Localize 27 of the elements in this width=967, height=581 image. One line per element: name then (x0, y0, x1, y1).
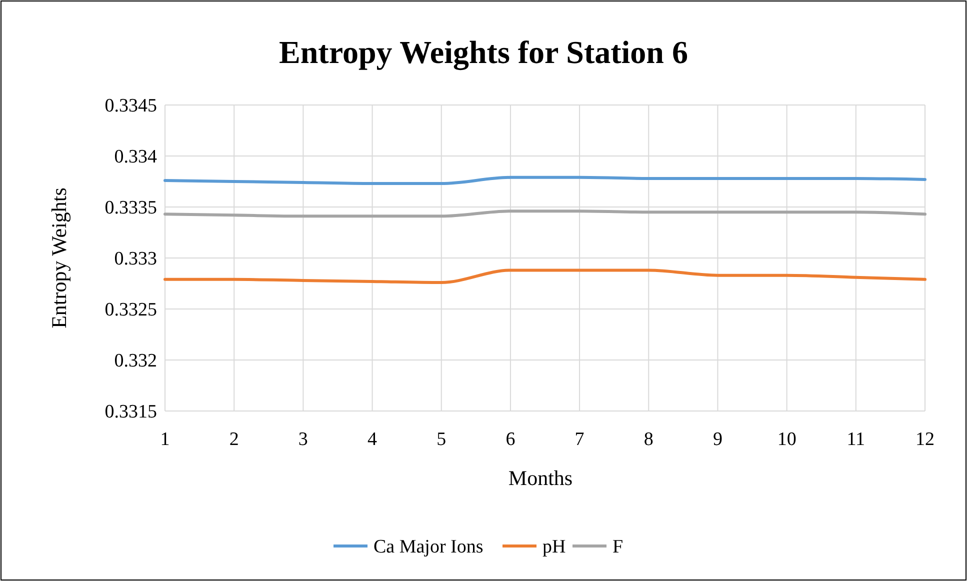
x-tick-label: 3 (298, 429, 308, 450)
y-tick-label: 0.333 (114, 248, 157, 270)
x-tick-label: 6 (506, 429, 516, 450)
legend-label: F (612, 536, 624, 558)
y-tick-label: 0.3325 (104, 300, 157, 321)
x-axis-title: Months (508, 466, 573, 490)
line-series (164, 268, 926, 284)
x-tick-label: 11 (846, 429, 866, 450)
y-tick-label: 0.332 (114, 350, 157, 372)
x-tick-label: 1 (160, 429, 170, 450)
legend-label: Ca Major Ions (374, 536, 484, 558)
y-tick-label: 0.3345 (104, 96, 157, 117)
y-tick-label: 0.334 (114, 146, 158, 168)
x-tick-label: 5 (436, 429, 446, 450)
y-tick-label: 0.3315 (104, 402, 157, 423)
chart-title: Entropy Weights for Station 6 (279, 34, 688, 71)
x-tick-label: 8 (644, 429, 654, 450)
x-tick-label: 12 (916, 429, 934, 450)
y-tick-label: 0.3335 (104, 198, 157, 219)
legend-label: pH (542, 536, 566, 558)
x-tick-label: 7 (574, 429, 584, 450)
x-tick-label: 9 (712, 429, 722, 450)
line-series (164, 176, 926, 186)
y-axis-title: Entropy Weights (47, 188, 71, 328)
x-tick-label: 10 (777, 429, 796, 450)
x-tick-label: 2 (229, 429, 239, 450)
x-tick-label: 4 (368, 429, 378, 450)
